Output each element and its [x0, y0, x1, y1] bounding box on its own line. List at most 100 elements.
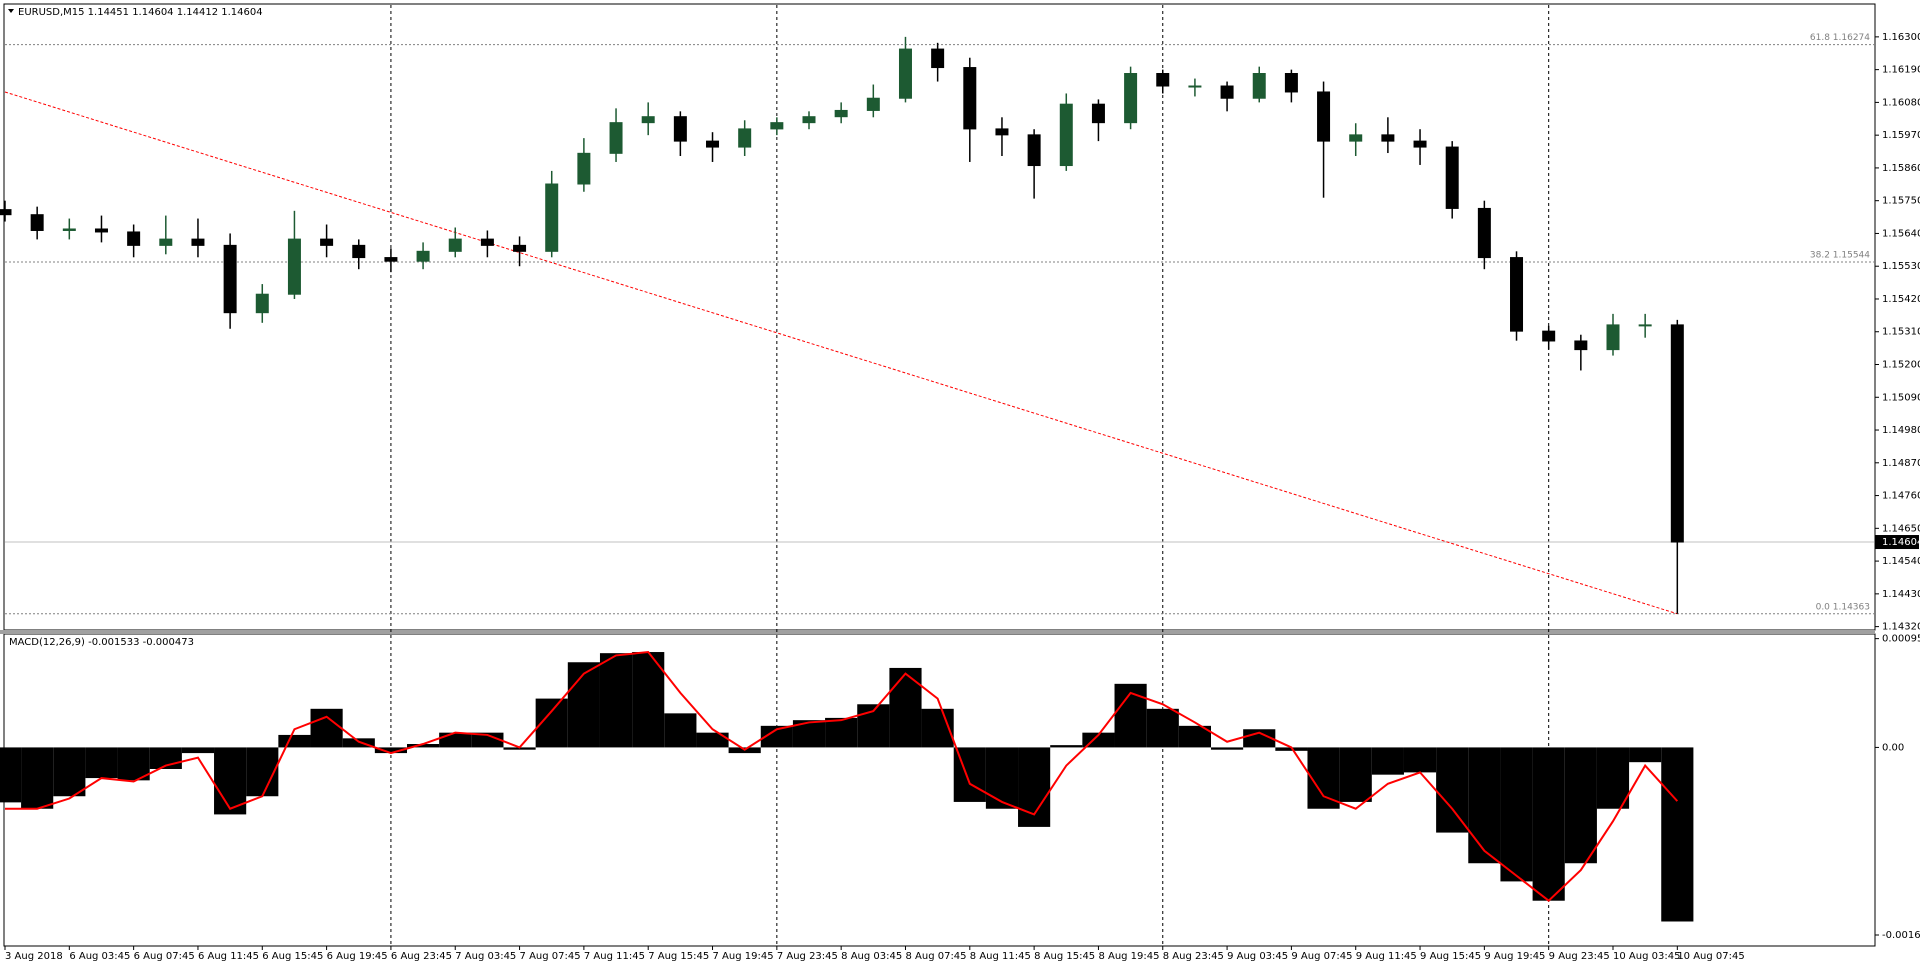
histogram-bar: [1629, 747, 1662, 763]
histogram-bar: [0, 747, 22, 803]
x-tick-label: 7 Aug 19:45: [713, 951, 774, 962]
histogram-bar: [760, 725, 793, 748]
macd-title: MACD(12,26,9) -0.001533 -0.000473: [9, 637, 194, 648]
histogram-bar: [471, 732, 504, 748]
y-tick-label: 1.14980: [1882, 425, 1920, 436]
histogram-bar: [1564, 747, 1597, 864]
x-tick-label: 9 Aug 23:45: [1549, 951, 1610, 962]
y-tick-label: 1.15640: [1882, 228, 1920, 239]
histogram-bar: [21, 747, 54, 809]
y-tick-label: 1.14760: [1882, 491, 1920, 502]
candle-body: [545, 183, 559, 252]
last-price-box: [1875, 535, 1919, 550]
y-tick-label: 1.15090: [1882, 392, 1920, 403]
y-tick-label: 0.00: [1882, 742, 1904, 753]
histogram-bar: [1371, 747, 1404, 775]
histogram-bar: [407, 744, 440, 748]
histogram-bar: [664, 713, 697, 748]
x-tick-label: 6 Aug 11:45: [198, 951, 259, 962]
histogram-bar: [117, 747, 150, 781]
x-tick-label: 8 Aug 07:45: [905, 951, 966, 962]
candle-body: [448, 238, 462, 252]
candle-body: [802, 116, 816, 124]
y-tick-label: 0.000958: [1882, 634, 1920, 645]
candle-body: [834, 109, 848, 118]
x-tick-label: 7 Aug 03:45: [455, 951, 516, 962]
histogram-bar: [567, 662, 600, 748]
histogram-bar: [1500, 747, 1533, 882]
candle-body: [995, 128, 1009, 136]
signal-line: [5, 650, 1679, 903]
candle-body: [1059, 103, 1073, 167]
histogram-bar: [985, 747, 1019, 809]
histogram-bar: [1436, 747, 1469, 833]
histogram-bar: [310, 708, 343, 748]
x-tick-label: 9 Aug 11:45: [1356, 951, 1417, 962]
candle-body: [352, 244, 366, 259]
candle-body: [1284, 73, 1298, 93]
histogram-bar: [1243, 729, 1276, 748]
y-tick-label: 1.14320: [1882, 622, 1920, 633]
histogram-bar: [1532, 747, 1565, 901]
candle-body: [931, 48, 945, 69]
candle-body: [963, 67, 977, 130]
y-tick-label: 1.14870: [1882, 458, 1920, 469]
candle-body: [609, 122, 623, 154]
candle-body: [770, 122, 784, 130]
candle-body: [513, 244, 527, 252]
histogram-bar: [1178, 725, 1211, 748]
y-tick-label: 1.15310: [1882, 327, 1920, 338]
histogram-bar: [1403, 747, 1437, 773]
candle-body: [320, 238, 334, 246]
candle-body: [94, 228, 108, 233]
candle-body: [62, 228, 76, 231]
candle-body: [1220, 85, 1234, 99]
histogram-bar: [214, 747, 247, 815]
histogram-bar: [181, 747, 215, 754]
histogram-bar: [1661, 747, 1694, 922]
panel-separator: [0, 630, 1875, 634]
last-price-label: 1.14604: [1882, 537, 1920, 548]
histogram-bar: [53, 747, 86, 797]
histogram-bar: [374, 747, 407, 754]
candle-body: [159, 238, 173, 246]
candle-body: [416, 250, 430, 262]
y-tick-label: 1.15530: [1882, 261, 1920, 272]
histogram-bar: [696, 732, 729, 748]
candle-body: [1574, 340, 1588, 351]
y-tick-label: 1.16080: [1882, 97, 1920, 108]
y-tick-label: 1.15970: [1882, 130, 1920, 141]
histogram-bar: [342, 738, 375, 748]
histogram-bar: [599, 653, 633, 748]
y-tick-label: 1.15750: [1882, 196, 1920, 207]
y-tick-label: 1.15420: [1882, 294, 1920, 305]
candle-body: [1156, 73, 1170, 87]
x-tick-label: 7 Aug 15:45: [648, 951, 709, 962]
candle-body: [1606, 324, 1620, 351]
chart-title: EURUSD,M15 1.14451 1.14604 1.14412 1.146…: [18, 7, 263, 18]
candle-body: [641, 116, 655, 124]
x-tick-label: 8 Aug 19:45: [1098, 951, 1159, 962]
x-tick-label: 6 Aug 23:45: [391, 951, 452, 962]
candle-body: [898, 48, 912, 99]
y-tick-label: 1.14430: [1882, 589, 1920, 600]
candle-body: [287, 238, 301, 295]
x-tick-label: 9 Aug 07:45: [1291, 951, 1352, 962]
candle-body: [866, 97, 880, 111]
candle-body: [384, 257, 398, 262]
histogram-bar: [825, 717, 858, 748]
y-tick-label: 1.14650: [1882, 523, 1920, 534]
x-tick-label: 6 Aug 07:45: [134, 951, 195, 962]
candle-body: [1124, 73, 1138, 124]
histogram-bar: [1211, 747, 1244, 750]
candle-body: [0, 209, 12, 216]
x-tick-label: 7 Aug 23:45: [777, 951, 838, 962]
y-tick-label: 1.14540: [1882, 556, 1920, 567]
histogram-bar: [85, 747, 118, 779]
y-tick-label: 1.15860: [1882, 163, 1920, 174]
x-tick-label: 10 Aug 03:45: [1613, 951, 1680, 962]
candle-body: [1252, 73, 1266, 99]
x-tick-label: 9 Aug 15:45: [1420, 951, 1481, 962]
candle-body: [1510, 257, 1524, 332]
x-tick-label: 8 Aug 23:45: [1163, 951, 1224, 962]
